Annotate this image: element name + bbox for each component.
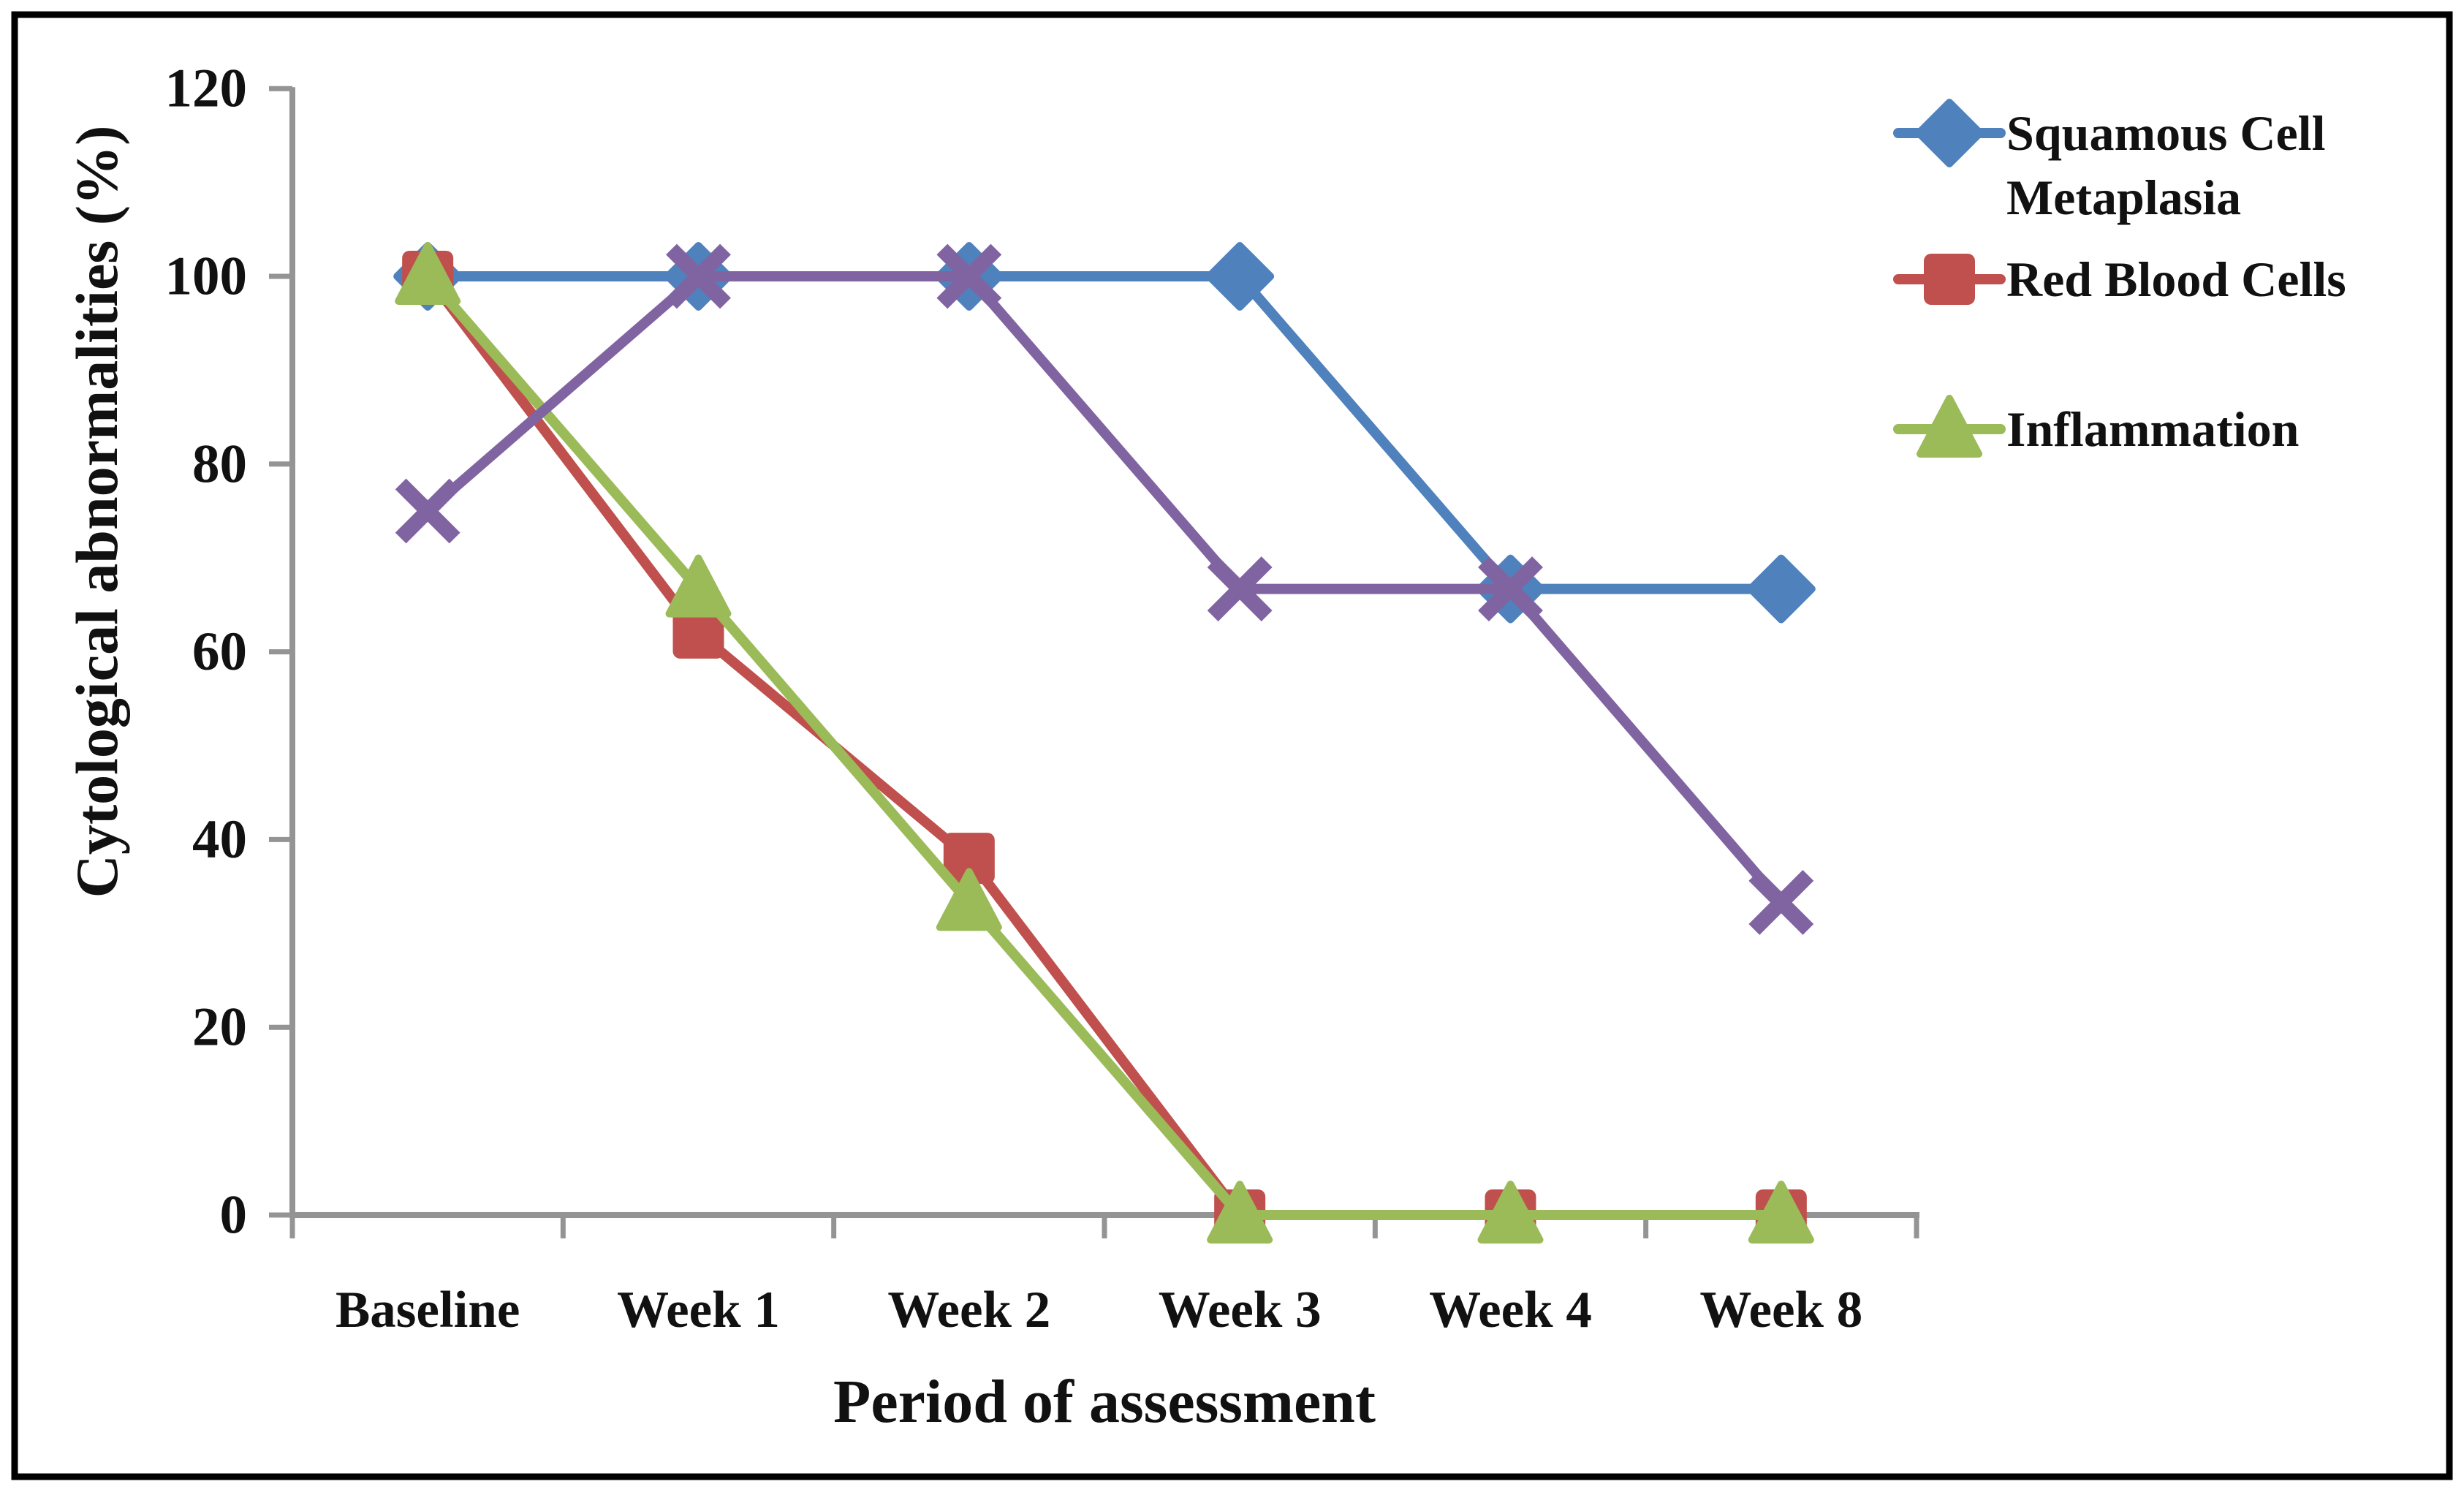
legend-layer: Squamous Cell Metaplasia Red Blood Cells In… (1893, 99, 2346, 458)
data-point-marker-red-blood-cells (672, 607, 724, 659)
data-point-marker-inflammation (665, 554, 732, 618)
data-point-marker-unlabeled-3 (1478, 556, 1543, 621)
data-point-marker-inflammation (1477, 1181, 1544, 1244)
legend-marker-red-blood-cells (1924, 254, 1975, 305)
data-point-marker-squamous-cell-metaplasia (1205, 242, 1275, 311)
legend-label-squamous-cell-metaplasia: Metaplasia (2006, 170, 2241, 225)
legend-item-inflammation: Inflammation (1893, 395, 2299, 458)
data-point-marker-unlabeled-3 (395, 478, 460, 544)
y-axis-tick-label: 40 (192, 809, 247, 870)
x-axis-category-label: Week 8 (1699, 1282, 1862, 1339)
data-point-marker-inflammation (1748, 1181, 1814, 1244)
legend-marker-inflammation (1917, 395, 1982, 458)
legend-item-red-blood-cells: Red Blood Cells (1893, 251, 2346, 307)
data-point-marker-unlabeled-3 (1748, 870, 1814, 935)
x-axis-category-label: Week 4 (1429, 1282, 1592, 1339)
y-axis-title: Cytological abnormalities (%) (64, 126, 130, 898)
y-axis-tick-label: 80 (192, 434, 247, 494)
y-axis-tick-label: 100 (165, 246, 248, 307)
data-point-marker-inflammation (1207, 1181, 1273, 1244)
data-point-marker-inflammation (936, 868, 1002, 931)
series-inflammation (395, 242, 1814, 1244)
data-point-marker-squamous-cell-metaplasia (1746, 554, 1816, 624)
y-axis-tick-label: 60 (192, 621, 247, 682)
data-point-marker-unlabeled-3 (666, 243, 731, 309)
x-axis-category-label: Week 2 (887, 1282, 1050, 1339)
series-red-blood-cells (402, 251, 1807, 1241)
axes-layer: 0 20 40 60 80 100 120 Baseline Week 1 Week 2 Week … (165, 58, 1919, 1339)
y-axis-tick-label: 0 (220, 1185, 248, 1246)
y-axis-tick-label: 120 (165, 58, 248, 119)
x-axis-category-label: Week 3 (1159, 1282, 1322, 1339)
data-point-marker-unlabeled-3 (936, 243, 1002, 309)
series-line-unlabeled-3 (422, 271, 1786, 908)
series-line-inflammation (422, 271, 1786, 1220)
data-point-marker-unlabeled-3 (1207, 556, 1273, 621)
series-line-squamous-cell-metaplasia (422, 271, 1786, 594)
data-point-marker-red-blood-cells (943, 833, 995, 885)
legend-label-inflammation: Inflammation (2006, 401, 2299, 457)
series-line-red-blood-cells (422, 271, 1786, 1220)
legend-marker-squamous-cell-metaplasia (1915, 99, 1984, 167)
legend-label-squamous-cell-metaplasia: Squamous Cell (2006, 105, 2325, 161)
series-layer (393, 242, 1816, 1244)
x-axis-title: Period of assessment (833, 1368, 1376, 1436)
x-axis-category-label: Baseline (336, 1282, 520, 1339)
legend-label-red-blood-cells: Red Blood Cells (2006, 251, 2346, 307)
y-axis-tick-label: 20 (192, 997, 247, 1058)
data-point-marker-inflammation (395, 242, 461, 305)
x-axis-category-label: Week 1 (617, 1282, 780, 1339)
figure-border (11, 11, 2453, 1480)
series-unlabeled-3 (395, 243, 1814, 935)
legend-item-squamous-cell-metaplasia: Squamous Cell Metaplasia (1893, 99, 2325, 225)
